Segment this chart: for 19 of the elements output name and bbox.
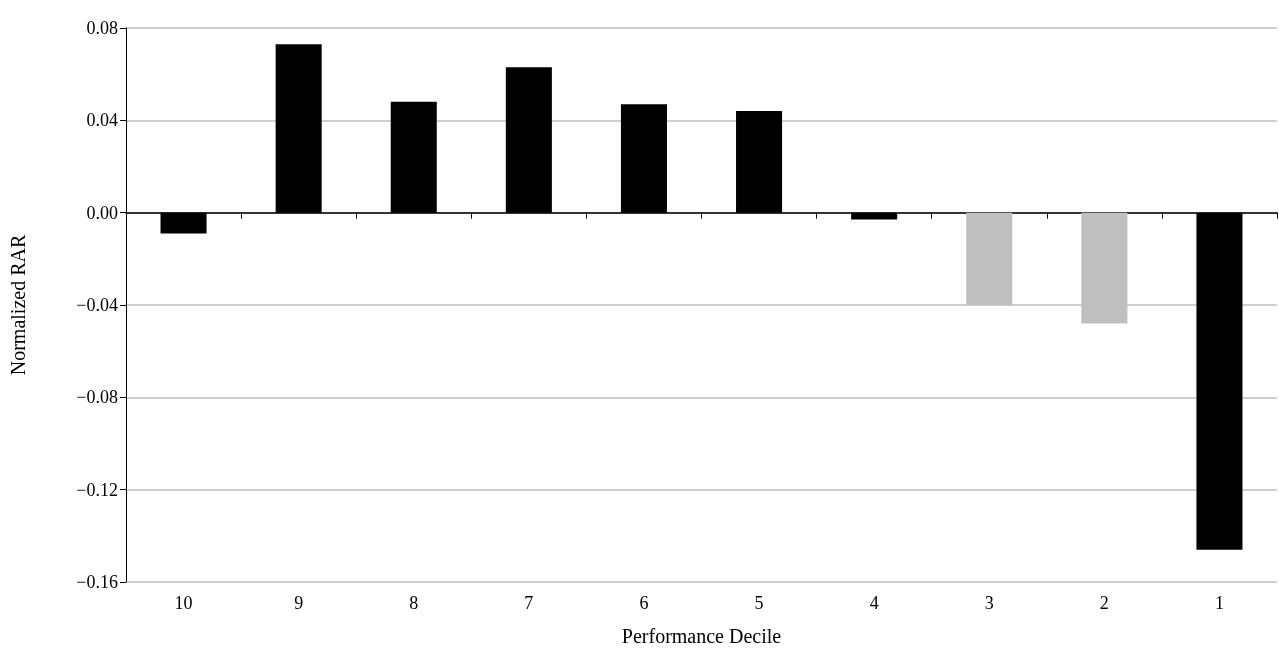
x-axis-title: Performance Decile [621,625,782,647]
y-tick-label: 0.00 [86,202,118,223]
y-axis-title: Normalized RAR [7,234,29,376]
y-tick-label: −0.16 [76,572,118,592]
x-tick-label: 1 [1214,593,1224,613]
x-tick-label: 4 [869,593,879,613]
y-tick-label: −0.12 [76,479,118,500]
x-tick-label: 3 [984,593,994,613]
y-tick-label: 0.08 [86,18,118,38]
x-tick-label: 9 [294,593,304,613]
y-tick-label: −0.08 [76,387,118,408]
x-tick-label: 2 [1099,593,1109,613]
x-tick-label: 7 [524,593,534,613]
x-tick-label: 6 [639,593,649,613]
x-tick-label: 10 [174,593,193,613]
x-tick-label: 5 [754,593,764,613]
x-tick-label: 8 [409,593,419,613]
y-tick-label: −0.04 [76,295,118,315]
y-tick-label: 0.04 [86,110,118,131]
